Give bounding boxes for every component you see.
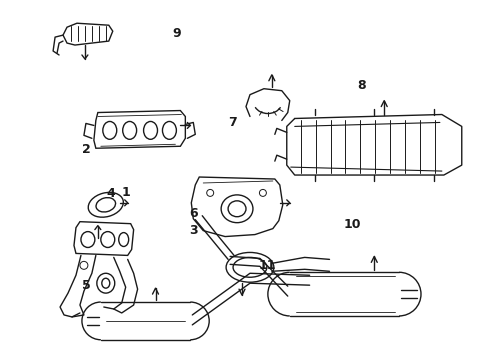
Text: 7: 7 (228, 116, 237, 129)
Text: 8: 8 (358, 79, 366, 92)
Text: 11: 11 (258, 259, 276, 272)
Text: 2: 2 (82, 143, 91, 156)
Text: 5: 5 (82, 279, 91, 292)
Text: 1: 1 (121, 186, 130, 199)
Text: 3: 3 (190, 224, 198, 237)
Text: 6: 6 (190, 207, 198, 220)
Text: 9: 9 (172, 27, 181, 40)
Text: 10: 10 (343, 218, 361, 231)
Text: 4: 4 (107, 187, 115, 200)
